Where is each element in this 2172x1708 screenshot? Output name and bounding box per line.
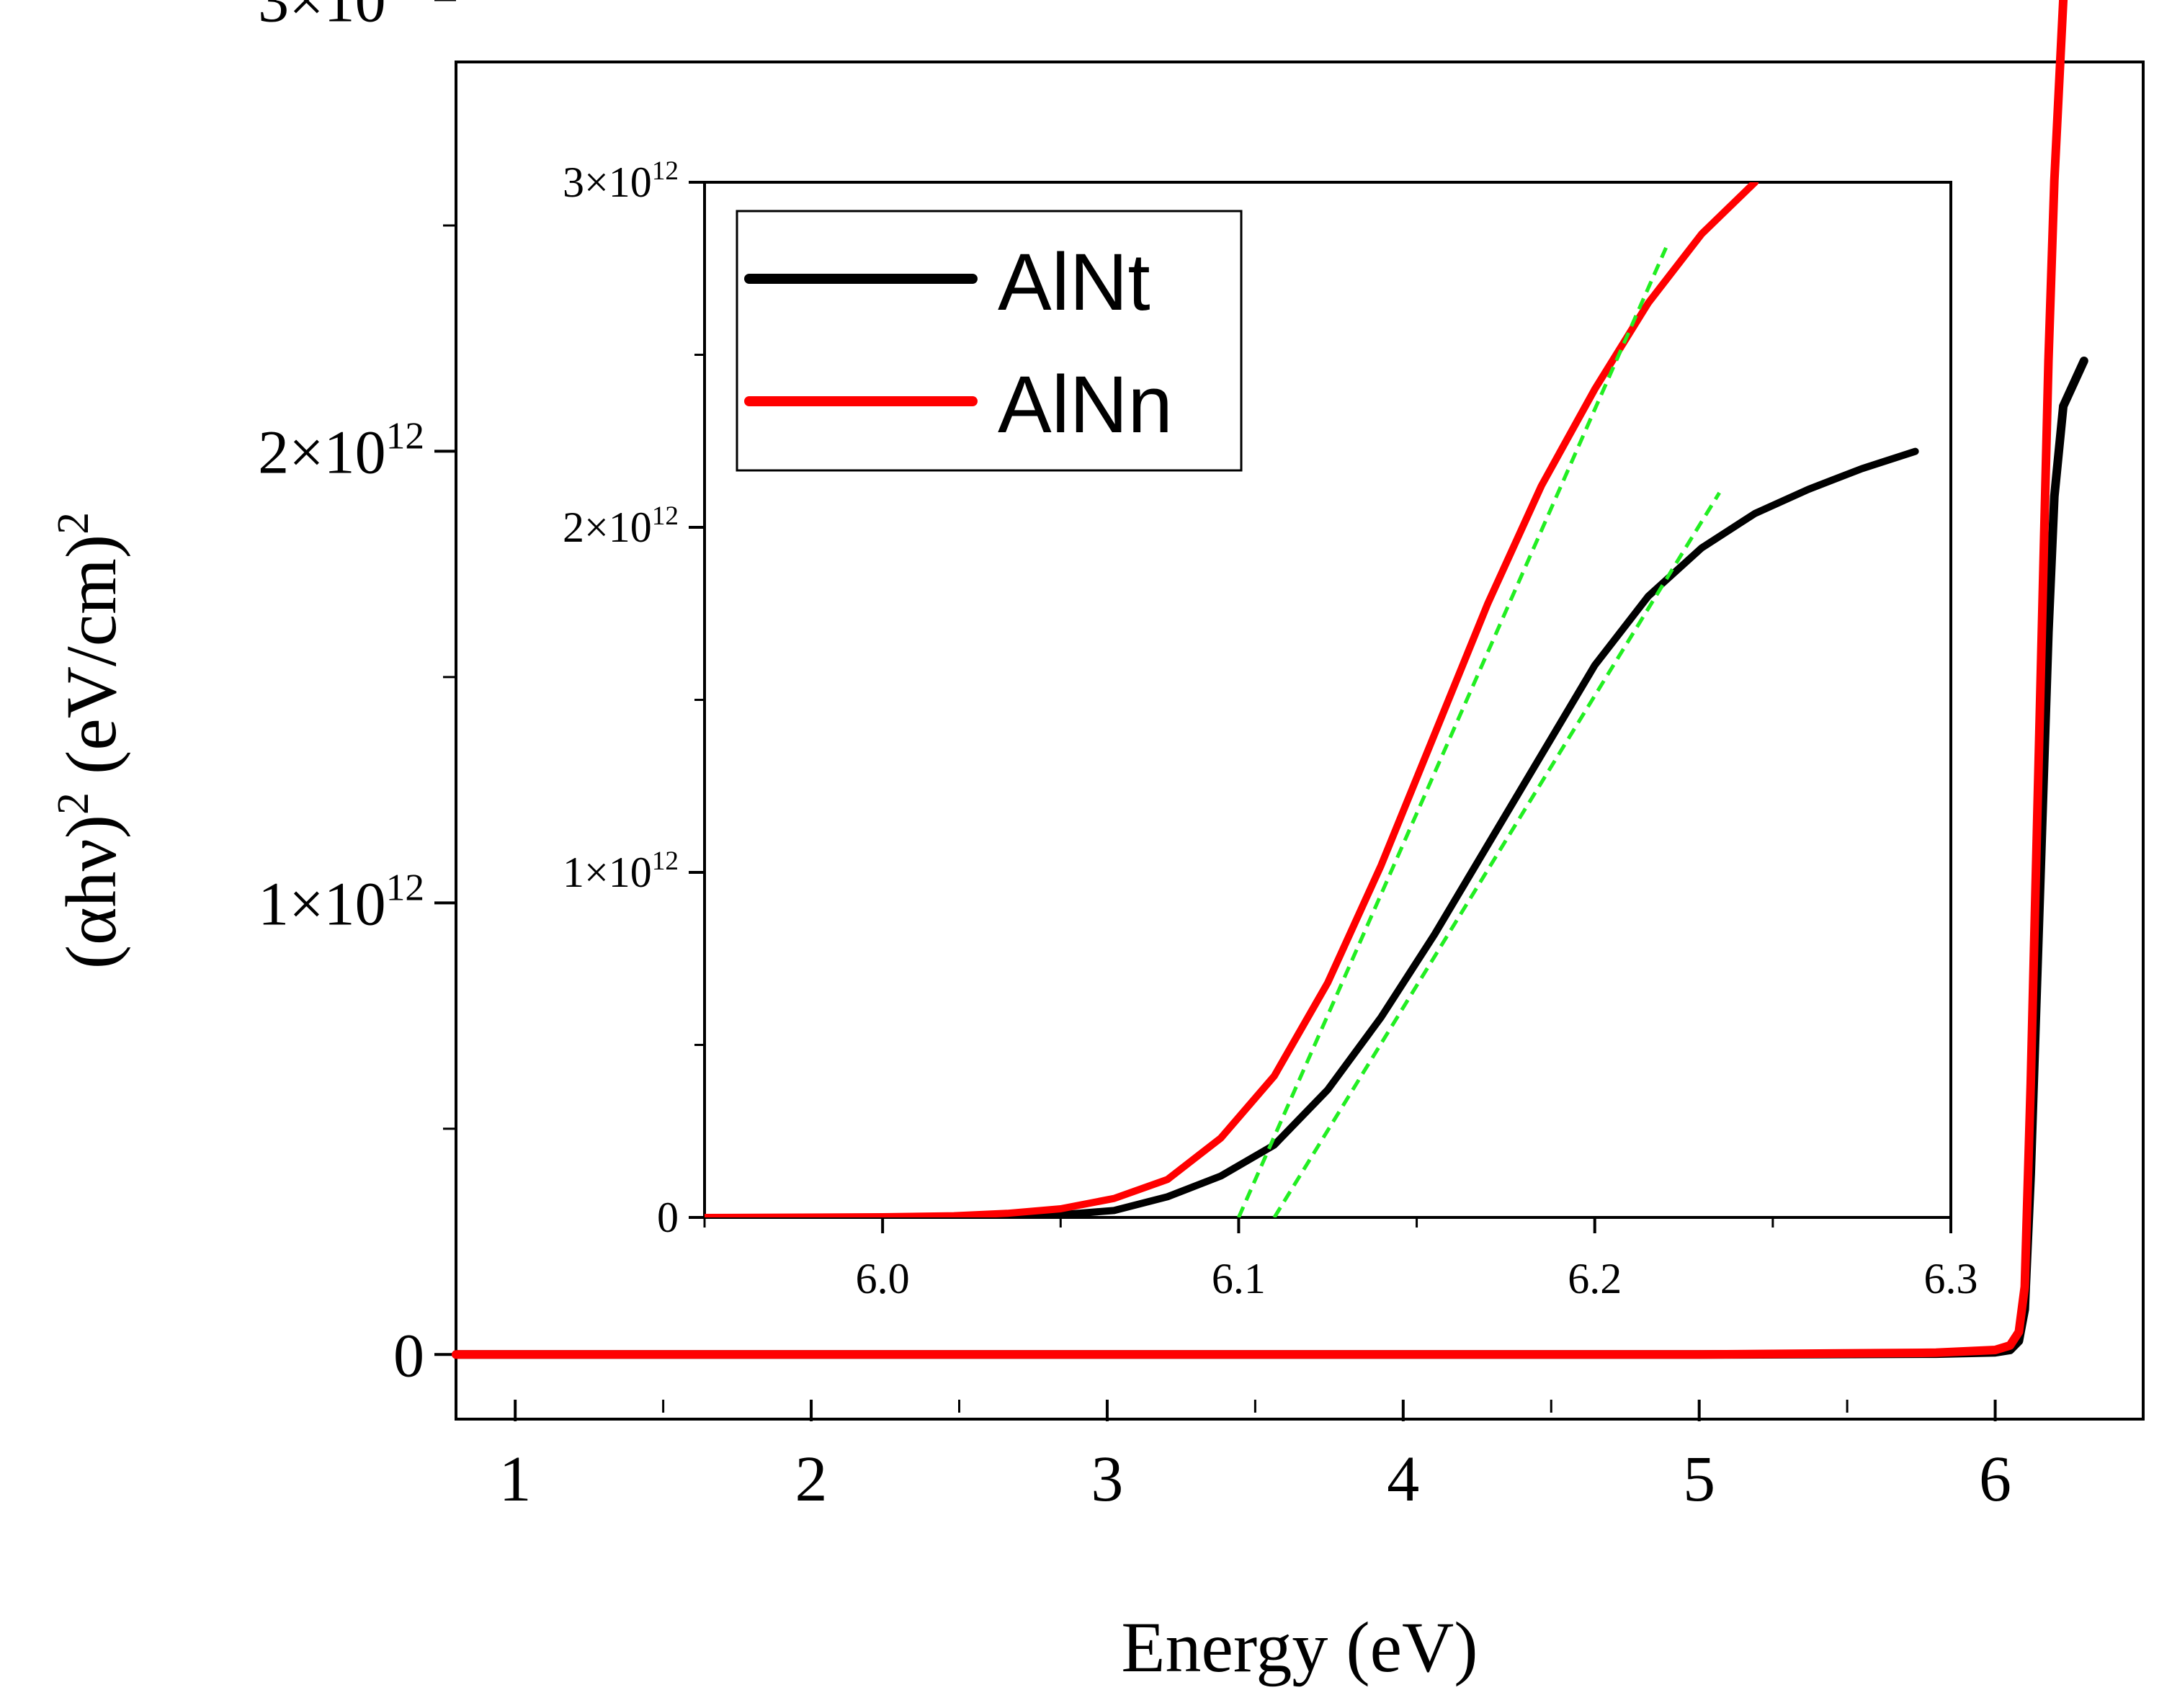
inset-y-ticks: 0 1×1012 2×1012 3×1012 bbox=[563, 156, 705, 1241]
legend-label-alnn: AlNn bbox=[998, 359, 1173, 450]
y-tick-label: 1×1012 bbox=[563, 846, 679, 896]
y-axis-title-sup: 2 bbox=[49, 792, 98, 815]
legend-box bbox=[736, 210, 1243, 472]
y-tick-label: 1×1012 bbox=[258, 865, 424, 938]
x-axis-title: Energy (eV) bbox=[1121, 1607, 1478, 1687]
main-plot: 0 1×1012 2×1012 3×1012 1 2 3 4 5 6 Energy (eV) (… bbox=[49, 0, 2145, 1687]
inset-plot: 0 1×1012 2×1012 3×1012 6.0 6.1 6.2 6.3 AlNt Al… bbox=[563, 156, 1978, 1302]
x-tick-label: 6.1 bbox=[1212, 1255, 1266, 1302]
series-line-alnn bbox=[452, 0, 2068, 1359]
y-axis-title-unit-sup: 2 bbox=[49, 512, 98, 535]
inset-series bbox=[705, 182, 1919, 1217]
x-tick-label: 6.0 bbox=[856, 1255, 910, 1302]
legend-label-alnt: AlNt bbox=[998, 237, 1150, 327]
fit-line-overlay-alnt-fit bbox=[1272, 491, 1721, 1217]
y-axis-title-lead: (αhν) bbox=[51, 815, 131, 969]
inset-x-ticks: 6.0 6.1 6.2 6.3 bbox=[703, 1217, 1978, 1302]
main-series bbox=[452, 0, 2088, 1359]
main-plot-frame bbox=[455, 61, 2145, 1421]
y-tick-label: 3×1012 bbox=[563, 156, 679, 206]
x-tick-label: 2 bbox=[795, 1444, 828, 1515]
y-tick-label: 3×1012 bbox=[258, 0, 424, 35]
x-tick-label: 1 bbox=[499, 1444, 532, 1515]
x-tick-label: 3 bbox=[1091, 1444, 1123, 1515]
fit-line-overlay-alnn-fit bbox=[1237, 246, 1668, 1217]
y-tick-label: 0 bbox=[657, 1194, 679, 1241]
x-tick-label: 6 bbox=[1979, 1444, 2011, 1515]
y-tick-label: 2×1012 bbox=[258, 413, 424, 486]
legend: AlNt AlNn bbox=[736, 210, 1243, 472]
x-tick-label: 4 bbox=[1387, 1444, 1419, 1515]
main-y-ticks: 0 1×1012 2×1012 3×1012 bbox=[258, 0, 456, 1390]
y-tick-label: 2×1012 bbox=[563, 501, 679, 551]
series-line-alnt bbox=[705, 447, 1919, 1217]
y-tick-label: 0 bbox=[393, 1320, 424, 1390]
y-axis-title: (αhν)2 (eV/cm)2 bbox=[49, 512, 131, 969]
x-tick-label: 6.2 bbox=[1568, 1255, 1622, 1302]
main-x-ticks: 1 2 3 4 5 6 bbox=[499, 1400, 2145, 1515]
y-axis-title-unit: (eV/cm) bbox=[51, 535, 131, 792]
series-line-alnn bbox=[705, 182, 1759, 1217]
x-tick-label: 6.3 bbox=[1924, 1255, 1978, 1302]
x-tick-label: 5 bbox=[1683, 1444, 1715, 1515]
